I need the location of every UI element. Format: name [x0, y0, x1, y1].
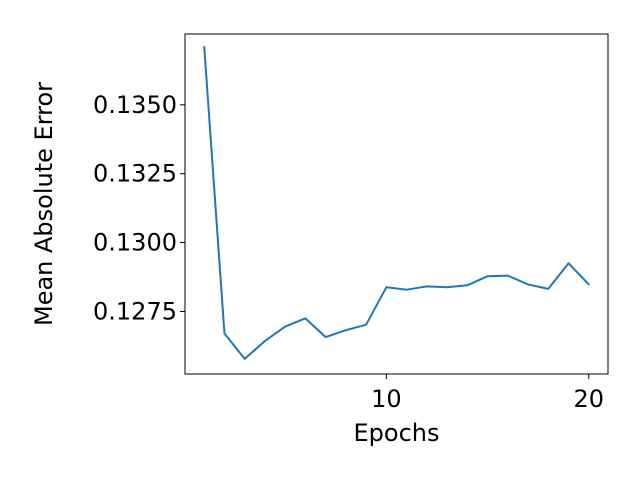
y-axis-label: Mean Absolute Error	[30, 82, 58, 326]
y-tick-label-0.1275: 0.1275	[93, 297, 177, 325]
x-tick-label-20: 20	[573, 385, 604, 413]
plot-area	[203, 45, 590, 360]
axes-frame	[184, 33, 609, 375]
y-tick-label-0.1350: 0.1350	[93, 91, 177, 119]
y-tick-label-0.1300: 0.1300	[93, 229, 177, 257]
x-axis-label: Epochs	[354, 419, 440, 447]
x-tick-label-10: 10	[371, 385, 402, 413]
ticks: 10 20 0.1275 0.1300 0.1325 0.1350	[93, 91, 604, 413]
series-line-1	[203, 45, 590, 360]
y-tick-label-0.1325: 0.1325	[93, 160, 177, 188]
